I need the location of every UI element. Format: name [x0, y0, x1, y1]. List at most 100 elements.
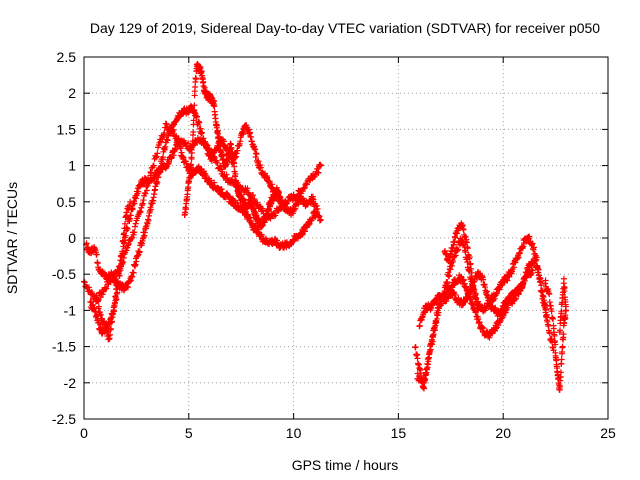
data-point [562, 315, 569, 322]
data-point [95, 303, 102, 310]
y-tick-label: 0 [68, 230, 76, 246]
data-point [94, 298, 101, 305]
y-axis-label: SDTVAR / TECUs [4, 182, 20, 294]
data-point [452, 252, 459, 259]
y-tick-label: -2.5 [52, 411, 76, 427]
data-point [103, 285, 110, 292]
x-tick-label: 0 [80, 425, 88, 441]
data-point [557, 320, 564, 327]
data-point [193, 113, 200, 120]
data-point [552, 341, 559, 348]
data-point [454, 230, 461, 237]
data-point [556, 329, 563, 336]
chart-title: Day 129 of 2019, Sidereal Day-to-day VTE… [90, 20, 600, 36]
data-point [193, 76, 200, 83]
data-point [255, 158, 262, 165]
data-point [542, 277, 549, 284]
data-point [548, 308, 555, 315]
data-point [257, 164, 264, 171]
data-point [183, 206, 190, 213]
data-point [486, 297, 493, 304]
data-point [421, 309, 428, 316]
data-point [188, 155, 195, 162]
data-point [303, 181, 310, 188]
data-point [131, 229, 138, 236]
data-point [125, 242, 132, 249]
data-point [486, 334, 493, 341]
data-point [447, 266, 454, 273]
data-point [244, 185, 251, 192]
data-point [112, 293, 119, 300]
data-point [81, 279, 88, 286]
data-point [468, 269, 475, 276]
data-point [429, 338, 436, 345]
data-point [124, 226, 131, 233]
data-point [190, 129, 197, 136]
data-point [434, 312, 441, 319]
data-point [159, 134, 166, 141]
data-point [147, 206, 154, 213]
y-tick-label: -0.5 [52, 266, 76, 282]
data-point [530, 244, 537, 251]
data-point [145, 217, 152, 224]
data-point [557, 369, 564, 376]
data-point [467, 260, 474, 267]
data-point [449, 244, 456, 251]
data-point [123, 212, 130, 219]
data-point [107, 331, 114, 338]
data-point [111, 300, 118, 307]
data-point [500, 312, 507, 319]
data-point [412, 343, 419, 350]
data-point [476, 319, 483, 326]
data-point [211, 103, 218, 110]
data-point [153, 153, 160, 160]
data-point [464, 245, 471, 252]
data-point [267, 215, 274, 222]
data-point [213, 122, 220, 129]
data-point [529, 240, 536, 247]
data-point [252, 146, 259, 153]
data-point [140, 197, 147, 204]
x-tick-label: 5 [185, 425, 193, 441]
y-tick-label: -1 [64, 302, 77, 318]
data-point [515, 289, 522, 296]
data-point [558, 301, 565, 308]
data-point [560, 331, 567, 338]
x-tick-label: 10 [286, 425, 302, 441]
data-point [449, 258, 456, 265]
data-point [480, 276, 487, 283]
data-point [520, 281, 527, 288]
data-point [153, 172, 160, 179]
data-point [150, 162, 157, 169]
data-point [89, 290, 96, 297]
data-point [469, 279, 476, 286]
data-point [125, 284, 132, 291]
data-point [121, 220, 128, 227]
data-point [301, 185, 308, 192]
data-point [189, 138, 196, 145]
x-tick-label: 20 [495, 425, 511, 441]
data-point [540, 297, 547, 304]
data-point [421, 385, 428, 392]
data-point [250, 192, 257, 199]
data-point [93, 292, 100, 299]
data-point [251, 196, 258, 203]
data-point [271, 213, 278, 220]
x-axis-label: GPS time / hours [292, 457, 399, 473]
data-point [272, 212, 279, 219]
data-point [185, 140, 192, 147]
data-point [116, 265, 123, 272]
y-tick-label: 2.5 [57, 49, 77, 65]
data-point [520, 243, 527, 250]
data-point [135, 188, 142, 195]
data-point [125, 241, 132, 248]
data-point [142, 190, 149, 197]
data-point [416, 322, 423, 329]
data-point [475, 307, 482, 314]
data-point [188, 161, 195, 168]
data-point [466, 254, 473, 261]
data-point [139, 235, 146, 242]
y-tick-label: 1.5 [57, 121, 77, 137]
data-point [546, 330, 553, 337]
